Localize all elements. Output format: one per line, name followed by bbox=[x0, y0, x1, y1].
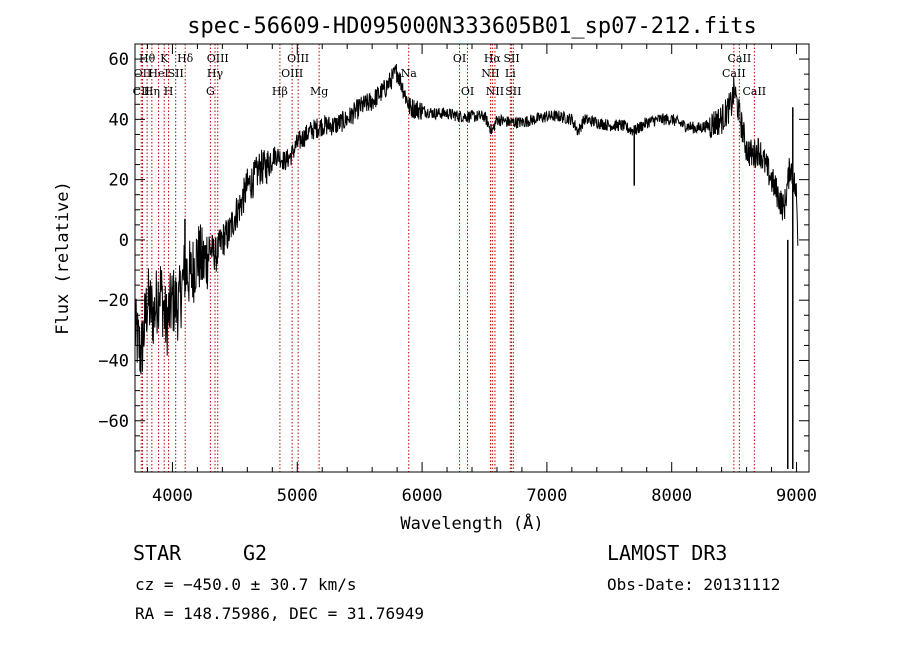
spectral-line-label: Li bbox=[505, 67, 516, 80]
ra-dec: RA = 148.75986, DEC = 31.76949 bbox=[135, 604, 424, 623]
spectral-line-label: HeI bbox=[148, 67, 168, 80]
object-class: STAR bbox=[133, 541, 182, 565]
spectral-line-label: CaII bbox=[742, 85, 766, 98]
redshift-cz: cz = −450.0 ± 30.7 km/s bbox=[135, 575, 357, 594]
y-tick-label: 20 bbox=[109, 171, 129, 191]
spectral-line-label: SII bbox=[505, 85, 521, 98]
spectral-line-label: Mg bbox=[310, 85, 328, 98]
x-tick-label: 9000 bbox=[776, 486, 817, 506]
spectrum-series bbox=[134, 63, 799, 469]
x-tick-label: 6000 bbox=[402, 486, 443, 506]
spectral-line-label: NII bbox=[486, 85, 504, 98]
y-tick-label: 0 bbox=[119, 231, 129, 251]
spectral-line-label: OIII bbox=[281, 67, 303, 80]
y-tick-label: −20 bbox=[98, 291, 129, 311]
y-axis-ticks: −60 −40 −20 0 20 40 60 bbox=[98, 50, 809, 452]
spectral-line-label: Na bbox=[401, 67, 418, 80]
spectral-line-label: CaII bbox=[722, 67, 746, 80]
y-tick-label: −60 bbox=[98, 412, 129, 432]
spectral-line-label: SII bbox=[168, 67, 184, 80]
x-tick-label: 7000 bbox=[526, 486, 567, 506]
spectral-line-label: Hη bbox=[144, 85, 160, 98]
object-subclass: G2 bbox=[243, 541, 267, 565]
obs-date: Obs-Date: 20131112 bbox=[607, 575, 780, 594]
spectral-line-label: Hα bbox=[484, 52, 502, 65]
spectral-line-label: OII bbox=[134, 67, 152, 80]
x-tick-label: 4000 bbox=[152, 486, 193, 506]
spectral-line-label: Hβ bbox=[272, 85, 288, 98]
spectral-line-label: SII bbox=[503, 52, 519, 65]
spectral-line-label: CII bbox=[133, 85, 150, 98]
survey-name: LAMOST DR3 bbox=[607, 541, 727, 565]
y-tick-label: −40 bbox=[98, 351, 129, 371]
y-axis-label: Flux (relative) bbox=[53, 181, 73, 335]
spectral-line-label: OIII bbox=[287, 52, 309, 65]
x-tick-label: 5000 bbox=[277, 486, 318, 506]
plot-frame bbox=[134, 43, 810, 473]
x-axis-label: Wavelength (Å) bbox=[400, 512, 543, 534]
x-axis-ticks: 4000 5000 6000 7000 8000 9000 bbox=[146, 44, 817, 506]
spectral-line-label: OIII bbox=[207, 52, 229, 65]
spectral-line-label: CaII bbox=[728, 52, 752, 65]
spectral-line-label: Hδ bbox=[177, 52, 194, 65]
spectral-line-label: OI bbox=[461, 85, 474, 98]
spectral-line-labels: CII OII Hθ Hη HeI K H SII Hδ G Hγ OIII Hβ OIII OIII Mg N… bbox=[133, 52, 766, 98]
spectral-line-label: K bbox=[160, 52, 169, 65]
spectrum-line bbox=[134, 63, 799, 375]
y-tick-label: 60 bbox=[109, 50, 129, 70]
spectral-line-label: Hγ bbox=[207, 67, 224, 80]
y-tick-label: 40 bbox=[109, 110, 129, 130]
spectral-lines bbox=[140, 44, 755, 472]
spectral-line-label: OI bbox=[453, 52, 466, 65]
spectral-line-label: Hθ bbox=[139, 52, 156, 65]
x-tick-label: 8000 bbox=[651, 486, 692, 506]
spectral-line-label: G bbox=[206, 85, 215, 98]
spectral-line-label: NII bbox=[481, 67, 499, 80]
chart-title: spec-56609-HD095000N333605B01_sp07-212.f… bbox=[187, 14, 757, 39]
spectral-line-label: H bbox=[164, 85, 174, 98]
